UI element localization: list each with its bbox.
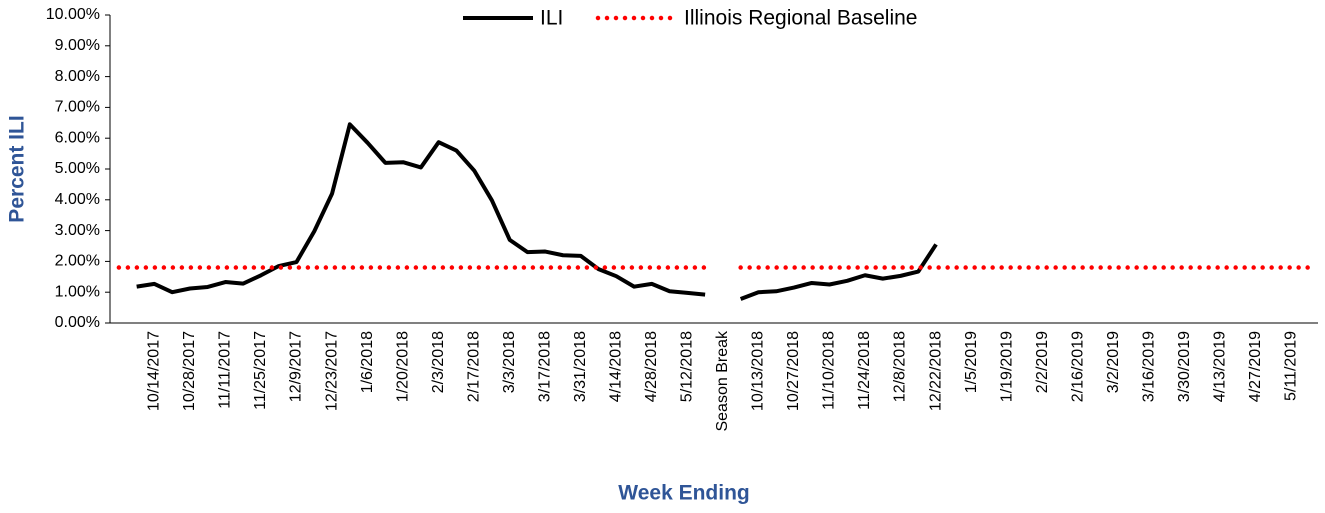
x-tick-label: 1/6/2018 — [359, 331, 376, 393]
x-tick-label: 12/9/2017 — [288, 331, 305, 402]
x-tick-label: 11/11/2017 — [217, 331, 234, 409]
y-tick-label: 5.00% — [55, 160, 100, 177]
x-tick-label: 5/12/2018 — [679, 331, 696, 402]
x-tick-label: 10/27/2018 — [785, 331, 802, 411]
x-tick-label: 4/27/2019 — [1247, 331, 1264, 402]
x-tick-label: 3/2/2019 — [1105, 331, 1122, 393]
x-tick-label: 2/2/2019 — [1034, 331, 1051, 393]
x-tick-label: 3/3/2018 — [501, 331, 518, 393]
x-tick-label: 10/14/2017 — [146, 331, 163, 411]
x-tick-label: 3/17/2018 — [536, 331, 553, 402]
y-tick-label: 2.00% — [55, 253, 100, 270]
y-tick-label: 4.00% — [55, 191, 100, 208]
x-tick-label: 4/28/2018 — [643, 331, 660, 402]
x-tick-label: 4/13/2019 — [1212, 331, 1229, 402]
y-axis-title: Percent ILI — [6, 115, 29, 222]
x-tick-label: 4/14/2018 — [608, 331, 625, 402]
x-tick-label: 2/17/2018 — [465, 331, 482, 402]
x-tick-label: Season Break — [714, 330, 731, 432]
y-tick-label: 10.00% — [46, 6, 100, 23]
x-tick-label: 3/16/2019 — [1140, 331, 1157, 402]
y-tick-label: 8.00% — [55, 68, 100, 85]
x-tick-label: 11/10/2018 — [821, 331, 838, 410]
x-tick-label: 1/19/2019 — [998, 331, 1015, 402]
x-tick-label: 12/22/2018 — [927, 331, 944, 411]
x-tick-label: 10/28/2017 — [181, 331, 198, 411]
y-tick-label: 3.00% — [55, 222, 100, 239]
x-tick-label: 12/8/2018 — [892, 331, 909, 402]
y-tick-label: 9.00% — [55, 37, 100, 54]
x-axis-title: Week Ending — [618, 482, 749, 505]
x-tick-label: 1/20/2018 — [394, 331, 411, 402]
x-tick-label: 11/24/2018 — [856, 331, 873, 410]
x-tick-label: 1/5/2019 — [963, 331, 980, 393]
x-tick-label: 10/13/2018 — [750, 331, 767, 411]
legend-label: ILI — [540, 7, 563, 30]
y-tick-label: 0.00% — [55, 314, 100, 331]
y-tick-label: 6.00% — [55, 129, 100, 146]
x-tick-label: 11/25/2017 — [252, 331, 269, 410]
x-tick-label: 5/11/2019 — [1283, 331, 1300, 401]
x-tick-label: 2/16/2019 — [1069, 331, 1086, 402]
x-tick-label: 3/31/2018 — [572, 331, 589, 402]
x-tick-label: 2/3/2018 — [430, 331, 447, 393]
x-tick-label: 12/23/2017 — [323, 331, 340, 411]
y-tick-label: 1.00% — [55, 283, 100, 300]
line-series — [136, 122, 938, 301]
y-tick-label: 7.00% — [55, 99, 100, 116]
x-tick-label: 3/30/2019 — [1176, 331, 1193, 402]
legend-label: Illinois Regional Baseline — [684, 7, 917, 30]
